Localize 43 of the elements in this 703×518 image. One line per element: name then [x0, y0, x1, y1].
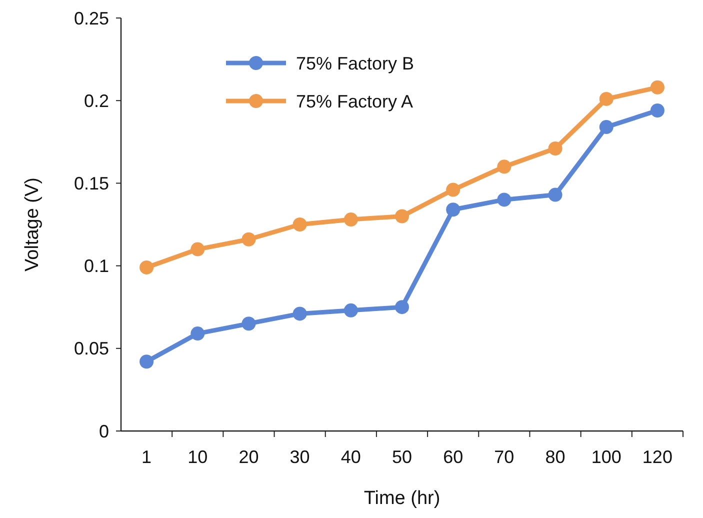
point — [446, 202, 460, 217]
point — [140, 260, 154, 274]
point — [344, 303, 358, 318]
point — [242, 232, 256, 246]
x-tick-label: 10 — [188, 447, 208, 467]
point — [395, 209, 409, 224]
x-tick-label: 80 — [545, 447, 566, 467]
x-tick-label: 40 — [340, 447, 361, 467]
y-tick-label: 0.15 — [74, 174, 109, 194]
y-tick-label: 0.05 — [74, 338, 109, 359]
x-tick-label: 70 — [494, 447, 514, 467]
point — [395, 300, 409, 314]
y-axis-title: Voltage (V) — [22, 178, 43, 272]
x-tick-label: 20 — [238, 447, 259, 467]
point — [446, 182, 460, 197]
x-tick-label: 100 — [591, 447, 622, 467]
point — [292, 218, 307, 232]
point — [650, 104, 664, 118]
point — [344, 212, 358, 227]
point — [190, 242, 205, 256]
x-tick-label: 1 — [142, 447, 152, 467]
point — [497, 192, 512, 207]
x-axis-title: Time (hr) — [364, 488, 440, 509]
y-tick-label: 0 — [98, 421, 109, 442]
x-tick-label: 60 — [443, 447, 464, 467]
point — [242, 316, 256, 331]
point — [190, 326, 205, 341]
point — [650, 80, 664, 94]
point — [292, 306, 307, 321]
y-tick-label: 0.25 — [74, 8, 109, 28]
point — [599, 92, 614, 106]
point — [497, 160, 512, 174]
legend-label: 75% Factory B — [296, 53, 414, 74]
point — [599, 120, 614, 134]
point — [140, 354, 154, 369]
x-tick-label: 30 — [290, 447, 310, 467]
point — [548, 142, 562, 156]
x-tick-label: 120 — [642, 447, 672, 467]
y-tick-label: 0.2 — [84, 90, 109, 111]
y-tick-label: 0.1 — [84, 256, 109, 276]
x-tick-label: 50 — [392, 447, 412, 467]
point — [548, 188, 562, 202]
legend-label: 75% Factory A — [296, 91, 414, 112]
